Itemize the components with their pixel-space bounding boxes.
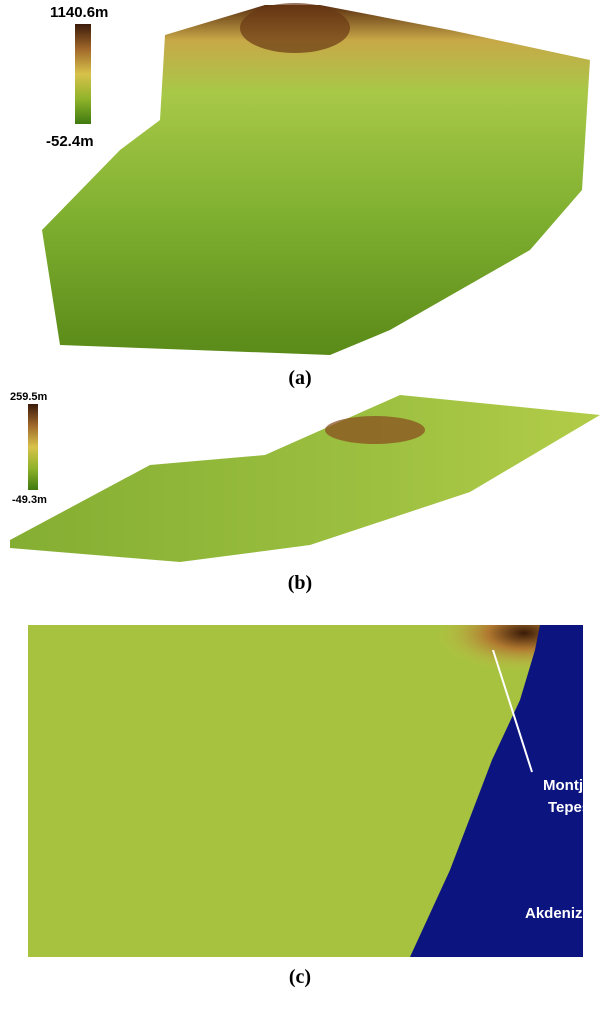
annotation: Akdeniz <box>525 905 583 922</box>
legend-bar <box>75 24 91 124</box>
annotation: Tepesi <box>548 799 594 816</box>
legend-max: 259.5m <box>10 391 48 403</box>
caption: (b) <box>288 572 312 594</box>
legend-bar <box>28 404 38 490</box>
legend-max: 1140.6m <box>50 4 108 21</box>
legend-min: -52.4m <box>46 133 94 150</box>
peak-b <box>325 416 425 444</box>
caption: (c) <box>289 966 311 988</box>
figure: 1140.6m -52.4m (a) 259.5m -49.3m (b) Mon… <box>0 0 602 1024</box>
terrain-a <box>42 5 590 355</box>
peak-a <box>240 3 350 53</box>
caption: (a) <box>288 367 311 389</box>
annotation: Montjuic <box>543 777 602 794</box>
panel-a: 1140.6m -52.4m (a) <box>42 3 590 389</box>
panel-b: 259.5m -49.3m (b) <box>10 391 600 594</box>
legend-min: -49.3m <box>12 494 47 506</box>
terrain-b <box>10 395 600 562</box>
panel-c: Montjuic Tepesi Akdeniz (c) <box>28 625 602 988</box>
page: 1140.6m -52.4m (a) 259.5m -49.3m (b) Mon… <box>0 0 602 1024</box>
